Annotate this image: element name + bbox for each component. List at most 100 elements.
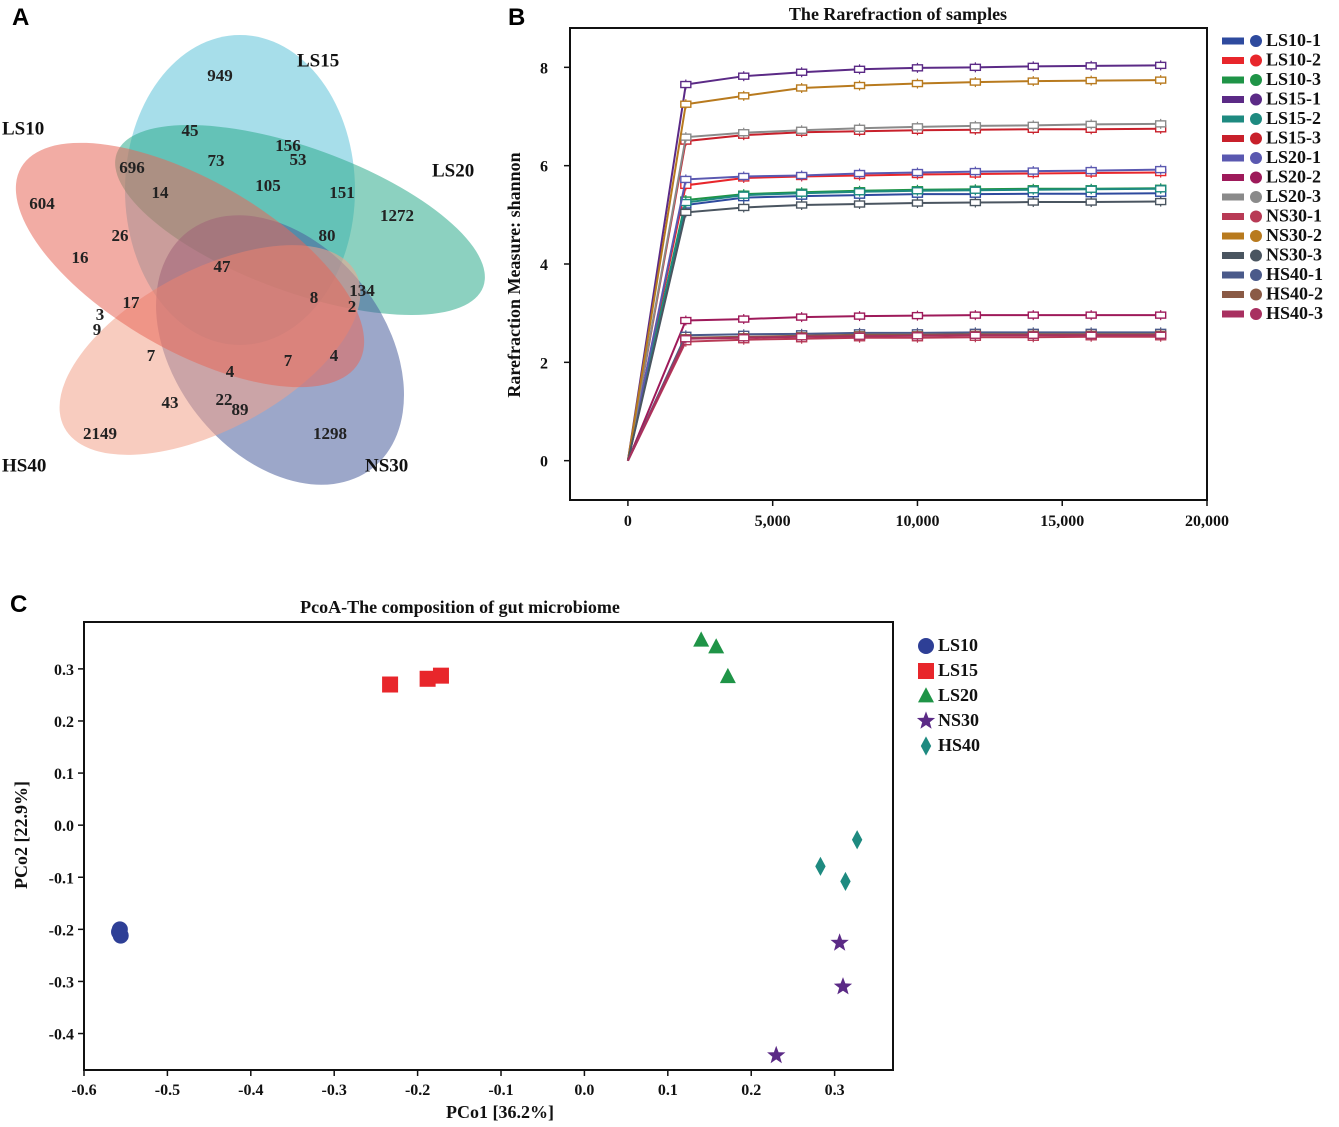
series-point: [1154, 61, 1167, 70]
series-point: [795, 84, 808, 92]
y-tick-label: 2: [540, 355, 548, 372]
series-line-ls15-3: [626, 127, 1161, 461]
venn-count: 1272: [380, 206, 414, 225]
series-line-ns30-1: [627, 335, 1161, 462]
legend-dot: [1250, 93, 1262, 106]
venn-count: 47: [214, 257, 232, 276]
point-ls15: [382, 676, 399, 693]
point-ls20: [708, 638, 725, 654]
point-hs40: [851, 830, 863, 850]
series-line-ns30-3: [626, 200, 1161, 461]
series-line-ls20-3: [626, 122, 1161, 461]
series-point: [969, 331, 982, 339]
point-ns30: [830, 933, 849, 951]
x-tick-label: 0.1: [658, 1082, 678, 1099]
series-point: [680, 335, 692, 343]
venn-count: 22: [216, 390, 233, 409]
legend-dot: [1250, 269, 1262, 281]
series-point: [911, 332, 924, 340]
series-point: [1027, 77, 1039, 85]
venn-count: 9: [93, 320, 102, 339]
series-point: [853, 332, 866, 340]
legend-swatch-ls15-2: [1222, 115, 1244, 123]
series-line-hs40-2: [627, 333, 1161, 462]
series-point: [680, 175, 692, 184]
series-point: [969, 198, 982, 207]
y-tick-label: -0.1: [49, 870, 74, 887]
x-tick-label: 20,000: [1185, 513, 1229, 530]
series-point: [853, 188, 866, 196]
y-tick-label: -0.3: [49, 974, 74, 991]
series-point: [1085, 311, 1097, 319]
x-tick-label: 15,000: [1040, 513, 1084, 530]
x-tick-label: -0.5: [155, 1082, 180, 1099]
series-point: [969, 167, 982, 176]
series-point: [911, 168, 924, 177]
legend-label: NS30: [938, 710, 979, 730]
venn-count: 134: [349, 281, 375, 300]
series-point: [969, 122, 982, 130]
venn-ellipse-ls10: [15, 142, 365, 388]
series-line-hs40-1: [627, 331, 1161, 462]
legend-dot: [1250, 35, 1262, 47]
series-line-ls20-2: [626, 314, 1161, 462]
venn-count: 696: [119, 158, 145, 177]
legend-swatch-hs40-3: [1222, 310, 1244, 318]
venn-count: 53: [290, 150, 307, 169]
x-tick-label: -0.4: [238, 1082, 263, 1099]
series-line-ls10-3: [626, 187, 1161, 461]
series-point: [738, 315, 750, 323]
panel-label-b: B: [508, 4, 525, 31]
y-tick-label: 0: [540, 454, 548, 471]
series-point: [911, 199, 924, 207]
panel-label-a: A: [12, 4, 29, 31]
venn-count: 949: [207, 66, 233, 85]
series-point: [1085, 76, 1097, 85]
legend-swatch-hs40-2: [1222, 291, 1244, 298]
venn-count: 3: [96, 305, 105, 324]
series-point: [680, 208, 692, 217]
legend-label: LS20-1: [1266, 147, 1321, 167]
series-point: [680, 133, 692, 141]
venn-label-ls15: LS15: [297, 50, 339, 71]
series-point: [911, 187, 924, 195]
series-point: [738, 129, 750, 137]
legend-dot: [1250, 152, 1262, 164]
legend-swatch-ls10-3: [1222, 76, 1244, 84]
legend-label: LS10-3: [1266, 69, 1321, 89]
y-axis-title: PCo2 [22.9%]: [11, 781, 31, 889]
series-point: [738, 92, 750, 100]
series-point: [1085, 198, 1097, 206]
legend-marker-hs40: [920, 736, 932, 756]
venn-count: 89: [232, 400, 249, 419]
series-point: [969, 311, 982, 319]
venn-count: 73: [208, 151, 225, 170]
legend-label: LS15-2: [1266, 108, 1321, 128]
legend-marker-ls10: [918, 638, 934, 654]
series-point: [738, 72, 750, 80]
venn-count: 16: [72, 248, 89, 267]
x-tick-label: -0.6: [71, 1082, 96, 1099]
series-line-ls15-2: [626, 187, 1161, 461]
series-line-ls10-1: [626, 192, 1161, 461]
venn-count: 151: [329, 183, 355, 202]
legend-label: HS40-1: [1266, 264, 1323, 284]
series-point: [853, 312, 866, 320]
series-point: [680, 100, 692, 108]
chart-title: The Rarefraction of samples: [789, 4, 1007, 24]
venn-count: 4: [330, 346, 339, 365]
series-point: [1085, 166, 1097, 175]
series-point: [738, 203, 750, 212]
series-line-ls15-1: [626, 64, 1161, 461]
legend-swatch-ls15-3: [1222, 135, 1244, 142]
series-point: [911, 79, 924, 88]
y-tick-label: 4: [540, 257, 548, 274]
series-point: [1154, 331, 1167, 339]
series-point: [1154, 185, 1167, 193]
series-point: [738, 334, 750, 342]
series-point: [795, 313, 808, 321]
y-tick-label: 0.0: [54, 818, 74, 835]
series-point: [1027, 62, 1039, 71]
legend-swatch-ls10-2: [1222, 57, 1244, 64]
